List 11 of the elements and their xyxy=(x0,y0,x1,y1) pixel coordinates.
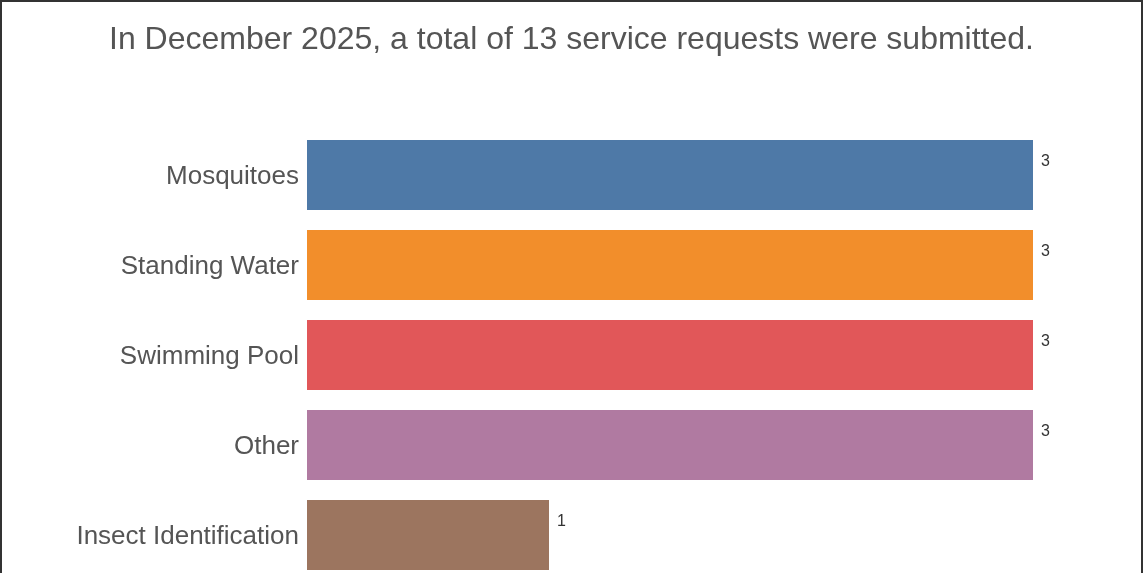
y-tick-label: Mosquitoes xyxy=(166,160,299,191)
data-label: 1 xyxy=(557,512,566,529)
data-label: 3 xyxy=(1041,242,1050,259)
data-label: 3 xyxy=(1041,332,1050,349)
data-label: 3 xyxy=(1041,422,1050,439)
chart-title: In December 2025, a total of 13 service requests were submitted. xyxy=(108,20,1035,57)
y-tick-label: Other xyxy=(233,430,300,461)
y-tick-label: Standing Water xyxy=(120,250,300,281)
data-label: 3 xyxy=(1041,152,1050,169)
y-tick-label: Insect Identification xyxy=(76,520,299,551)
y-tick-label: Swimming Pool xyxy=(119,340,299,371)
